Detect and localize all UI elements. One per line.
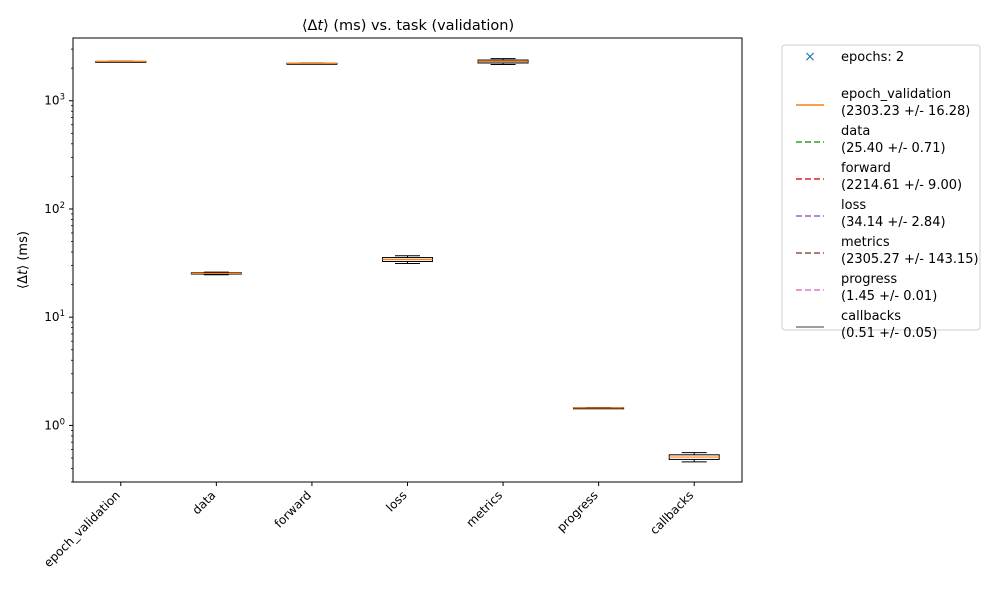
legend-value: (0.51 +/- 0.05) [841, 326, 937, 341]
legend-label: loss [841, 198, 866, 213]
x-tick-label: progress [554, 488, 601, 535]
x-tick-label: epoch_validation [41, 488, 123, 570]
y-tick-label: 101 [44, 309, 65, 324]
legend-label: metrics [841, 235, 890, 250]
legend-item: epoch_validation (2303.23 +/- 16.28) [796, 87, 970, 119]
x-tick-label: metrics [464, 488, 506, 530]
legend-item: × epochs: 2 [804, 49, 904, 65]
legend-item: progress (1.45 +/- 0.01) [796, 272, 937, 304]
legend-label: data [841, 124, 870, 139]
y-axis-ticks: 100 101 102 103 [44, 48, 73, 483]
legend-item: forward (2214.61 +/- 9.00) [796, 161, 962, 193]
y-axis-label: ⟨Δt⟩ (ms) [16, 231, 31, 289]
box-forward [286, 62, 338, 65]
y-tick-label: 103 [44, 93, 65, 108]
legend-value: (2214.61 +/- 9.00) [841, 178, 962, 193]
box-progress [573, 407, 625, 410]
legend-value: (2303.23 +/- 16.28) [841, 104, 970, 119]
x-tick-label: loss [383, 488, 409, 514]
box-callbacks [668, 452, 720, 463]
legend-value: (1.45 +/- 0.01) [841, 289, 937, 304]
legend-item: data (25.40 +/- 0.71) [796, 124, 946, 156]
legend-items: × epochs: 2 epoch_validation (2303.23 +/- 1… [796, 49, 979, 341]
plot-area-frame [72, 37, 743, 483]
legend-value: (34.14 +/- 2.84) [841, 215, 946, 230]
x-tick-label: callbacks [647, 488, 696, 537]
box-metrics [477, 58, 529, 66]
y-tick-label: 100 [44, 417, 65, 432]
box-data [190, 271, 242, 276]
legend-label: progress [841, 272, 897, 287]
y-tick-label: 102 [44, 201, 65, 216]
legend-item: loss (34.14 +/- 2.84) [796, 198, 946, 230]
x-tick-label: data [189, 488, 218, 517]
box-series [95, 58, 720, 463]
legend-frame [781, 44, 981, 331]
legend-item: callbacks (0.51 +/- 0.05) [796, 309, 937, 341]
legend-value: (2305.27 +/- 143.15) [841, 252, 979, 267]
legend-label: callbacks [841, 309, 901, 324]
legend-item: metrics (2305.27 +/- 143.15) [796, 235, 979, 267]
box-loss [382, 255, 433, 265]
legend-label: forward [841, 161, 891, 176]
legend-value: (25.40 +/- 0.71) [841, 141, 946, 156]
x-tick-label: forward [272, 488, 314, 530]
x-axis-ticks: epoch_validation data forward loss metrics pr… [41, 482, 696, 570]
legend: × epochs: 2 epoch_validation (2303.23 +/- 1… [781, 44, 981, 341]
box-epoch_validation [95, 60, 147, 63]
chart-title: ⟨Δt⟩ (ms) vs. task (validation) [302, 18, 514, 34]
legend-label: epochs: 2 [841, 50, 904, 65]
legend-marker-x-icon: × [804, 49, 816, 65]
legend-label: epoch_validation [841, 87, 951, 102]
